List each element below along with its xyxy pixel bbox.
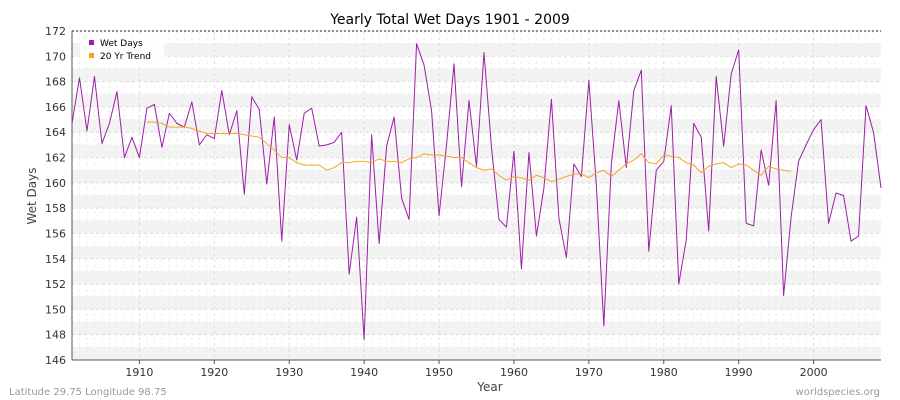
x-axis-label: Year bbox=[476, 380, 502, 394]
x-tick-label: 1910 bbox=[125, 366, 153, 379]
footer-source: worldspecies.org bbox=[796, 387, 880, 398]
y-tick-label: 148 bbox=[45, 329, 66, 342]
x-tick-label: 2000 bbox=[800, 366, 828, 379]
legend-label-trend: 20 Yr Trend bbox=[100, 52, 151, 62]
y-tick-label: 158 bbox=[45, 202, 66, 215]
y-tick-label: 172 bbox=[45, 25, 66, 38]
x-tick-label: 1970 bbox=[575, 366, 603, 379]
tick-labels: 146 148 150 152 154 156 158 160 162 164 166 168 170 1… bbox=[45, 25, 828, 379]
x-tick-label: 1940 bbox=[350, 366, 378, 379]
x-tick-label: 1920 bbox=[200, 366, 228, 379]
y-tick-label: 168 bbox=[45, 76, 66, 89]
legend-label-wet-days: Wet Days bbox=[100, 39, 143, 49]
y-tick-label: 164 bbox=[45, 126, 66, 139]
grid bbox=[72, 30, 881, 361]
series-line-wet-days bbox=[71, 43, 882, 341]
y-tick-label: 150 bbox=[45, 303, 66, 316]
chart-title: Yearly Total Wet Days 1901 - 2009 bbox=[329, 12, 570, 28]
x-tick-label: 1980 bbox=[650, 366, 678, 379]
series-line-trend bbox=[146, 121, 792, 183]
footer-coordinates: Latitude 29.75 Longitude 98.75 bbox=[9, 387, 167, 398]
y-tick-label: 162 bbox=[45, 152, 66, 165]
legend: Wet Days 20 Yr Trend bbox=[80, 35, 164, 65]
legend-swatch-trend bbox=[89, 53, 94, 58]
y-tick-label: 154 bbox=[45, 253, 66, 266]
x-tick-label: 1930 bbox=[275, 366, 303, 379]
y-tick-label: 146 bbox=[45, 354, 66, 367]
y-tick-label: 170 bbox=[45, 50, 66, 63]
y-tick-label: 160 bbox=[45, 177, 66, 190]
y-tick-label: 166 bbox=[45, 101, 66, 114]
y-axis-label: Wet Days bbox=[25, 167, 39, 224]
series-layer bbox=[71, 43, 882, 341]
x-tick-label: 1960 bbox=[500, 366, 528, 379]
axes bbox=[71, 30, 881, 361]
y-tick-label: 152 bbox=[45, 278, 66, 291]
y-tick-label: 156 bbox=[45, 227, 66, 240]
legend-swatch-wet-days bbox=[89, 40, 94, 45]
x-tick-label: 1950 bbox=[425, 366, 453, 379]
x-tick-label: 1990 bbox=[725, 366, 753, 379]
